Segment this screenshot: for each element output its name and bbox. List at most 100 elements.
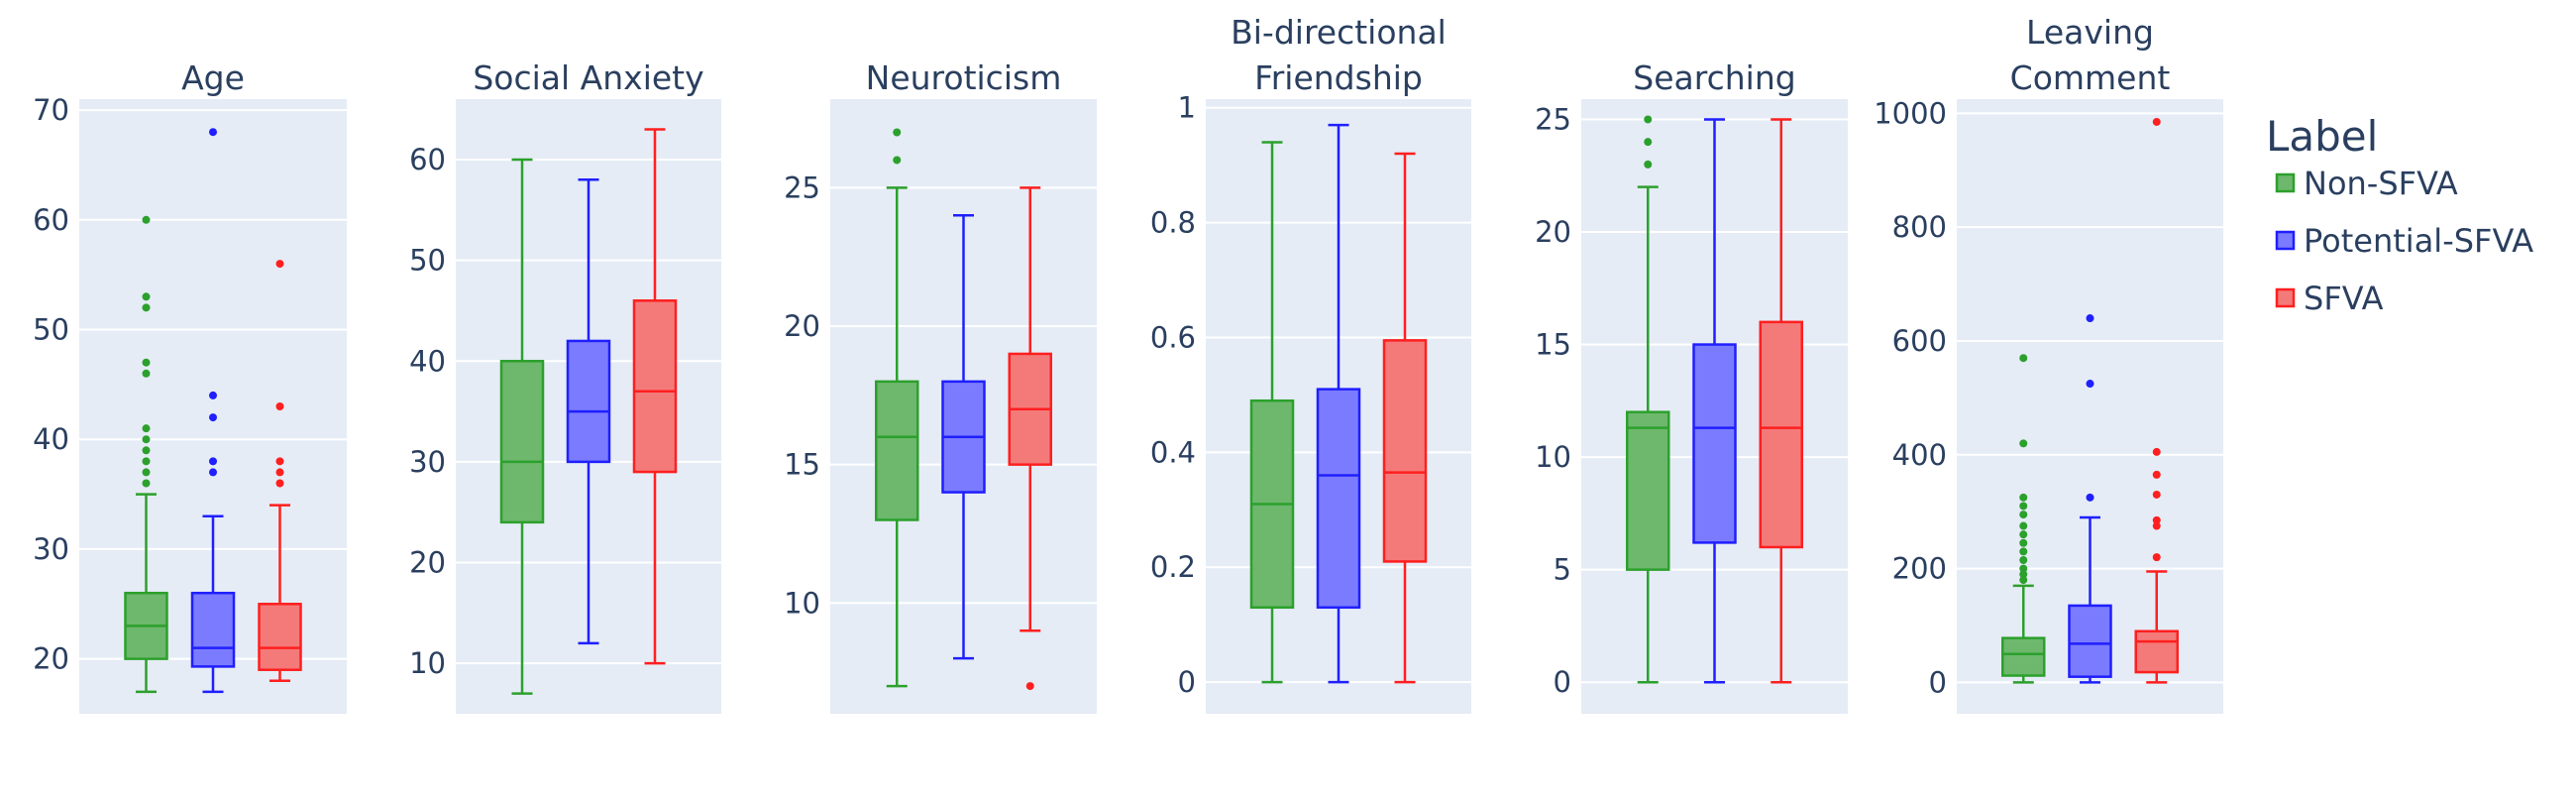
outlier-point (2152, 553, 2161, 562)
y-tick-label: 0.2 (1150, 550, 1196, 584)
y-tick-label: 15 (784, 448, 820, 482)
y-tick-label: 40 (409, 344, 446, 378)
box-potential-sfva (1692, 118, 1737, 684)
y-tick-label: 20 (409, 546, 446, 580)
outlier-point (2152, 521, 2161, 530)
outlier-point (2019, 547, 2028, 556)
y-tick-label: 0 (1929, 665, 1947, 699)
outlier-point (275, 260, 284, 269)
panel-title: Bi-directional (1231, 13, 1447, 52)
outlier-point (142, 468, 151, 477)
y-tick-label: 1000 (1874, 96, 1947, 130)
box-sfva (258, 260, 302, 683)
outlier-point (893, 156, 902, 165)
y-tick-label: 60 (33, 203, 69, 237)
outlier-point (2152, 490, 2161, 499)
panel-title: Searching (1633, 58, 1795, 97)
outlier-point (2019, 564, 2028, 573)
y-tick-label: 50 (33, 313, 69, 347)
outlier-point (2086, 380, 2094, 389)
outlier-point (142, 457, 151, 466)
outlier-point (142, 303, 151, 312)
panel-1: 20 30 40 50 60 70 Age (33, 58, 347, 714)
legend-title: Label (2266, 112, 2378, 161)
outlier-point (2019, 538, 2028, 547)
y-tick-label: 25 (1535, 102, 1571, 136)
box-non-sfva (1626, 115, 1670, 684)
outlier-point (142, 358, 151, 367)
y-tick-label: 0 (1554, 665, 1571, 699)
panel-4: 0 0.2 0.4 0.6 0.8 1 Bi-directional Friendship (1150, 13, 1471, 714)
outlier-point (209, 128, 217, 137)
outlier-point (2019, 502, 2028, 511)
box-non-sfva (2001, 354, 2046, 684)
outlier-point (2019, 576, 2028, 585)
iqr-box (875, 380, 919, 521)
legend-swatch (2275, 287, 2296, 308)
outlier-point (893, 128, 902, 137)
iqr-box (566, 339, 611, 464)
panel-title: Social Anxiety (473, 58, 703, 97)
y-tick-label: 0.4 (1150, 435, 1196, 469)
outlier-point (2019, 556, 2028, 564)
iqr-box (2068, 604, 2112, 678)
iqr-box (2134, 629, 2179, 674)
iqr-box (632, 299, 678, 474)
box-sfva (1008, 186, 1052, 691)
y-tick-label: 40 (33, 422, 69, 456)
y-tick-label: 0.8 (1150, 206, 1196, 240)
outlier-point (275, 468, 284, 477)
outlier-point (209, 457, 217, 466)
box-non-sfva (875, 128, 919, 688)
legend-swatch (2275, 230, 2296, 251)
outlier-point (142, 435, 151, 444)
iqr-box (1382, 339, 1428, 563)
outlier-point (142, 424, 151, 433)
panel-title: Comment (2010, 58, 2171, 97)
outlier-point (275, 479, 284, 488)
box-potential-sfva (190, 128, 236, 694)
y-tick-label: 30 (409, 445, 446, 479)
box-potential-sfva (1316, 123, 1361, 684)
y-tick-label: 20 (1535, 215, 1571, 249)
outlier-point (1025, 682, 1034, 691)
legend-label: Potential-SFVA (2304, 222, 2533, 260)
legend-label: SFVA (2304, 280, 2384, 317)
outlier-point (2019, 354, 2028, 363)
outlier-point (2086, 493, 2094, 502)
outlier-point (2086, 314, 2094, 323)
iqr-box (2001, 636, 2046, 677)
outlier-point (2019, 530, 2028, 539)
y-tick-label: 10 (409, 646, 446, 680)
y-tick-label: 30 (33, 532, 69, 566)
outlier-point (1644, 160, 1653, 169)
box-non-sfva (1249, 141, 1295, 684)
box-potential-sfva (566, 178, 611, 645)
y-tick-label: 200 (1892, 552, 1947, 586)
outlier-point (2019, 493, 2028, 502)
outlier-point (142, 479, 151, 488)
outlier-point (275, 402, 284, 410)
y-tick-label: 600 (1892, 324, 1947, 358)
y-tick-label: 10 (784, 586, 820, 620)
y-tick-label: 50 (409, 244, 446, 278)
y-tick-label: 70 (33, 93, 69, 127)
outlier-point (2152, 515, 2161, 524)
box-sfva (1759, 118, 1803, 684)
outlier-point (1644, 138, 1653, 147)
panel-5: 0 5 10 15 20 25 Searching (1535, 58, 1848, 714)
y-tick-label: 400 (1892, 438, 1947, 472)
box-non-sfva (124, 215, 168, 694)
panel-2: 10 20 30 40 50 60 Social Anxiety (409, 58, 721, 714)
panel-3: 10 15 20 25 Neuroticism (784, 58, 1097, 714)
box-potential-sfva (2068, 314, 2112, 684)
panel-6: 0 200 400 600 800 1000 Leaving Comment (1874, 13, 2223, 714)
box-non-sfva (499, 158, 545, 695)
legend-label: Non-SFVA (2304, 165, 2458, 202)
outlier-point (209, 391, 217, 399)
panel-title: Friendship (1254, 58, 1423, 97)
outlier-point (142, 446, 151, 455)
y-tick-label: 20 (784, 309, 820, 343)
